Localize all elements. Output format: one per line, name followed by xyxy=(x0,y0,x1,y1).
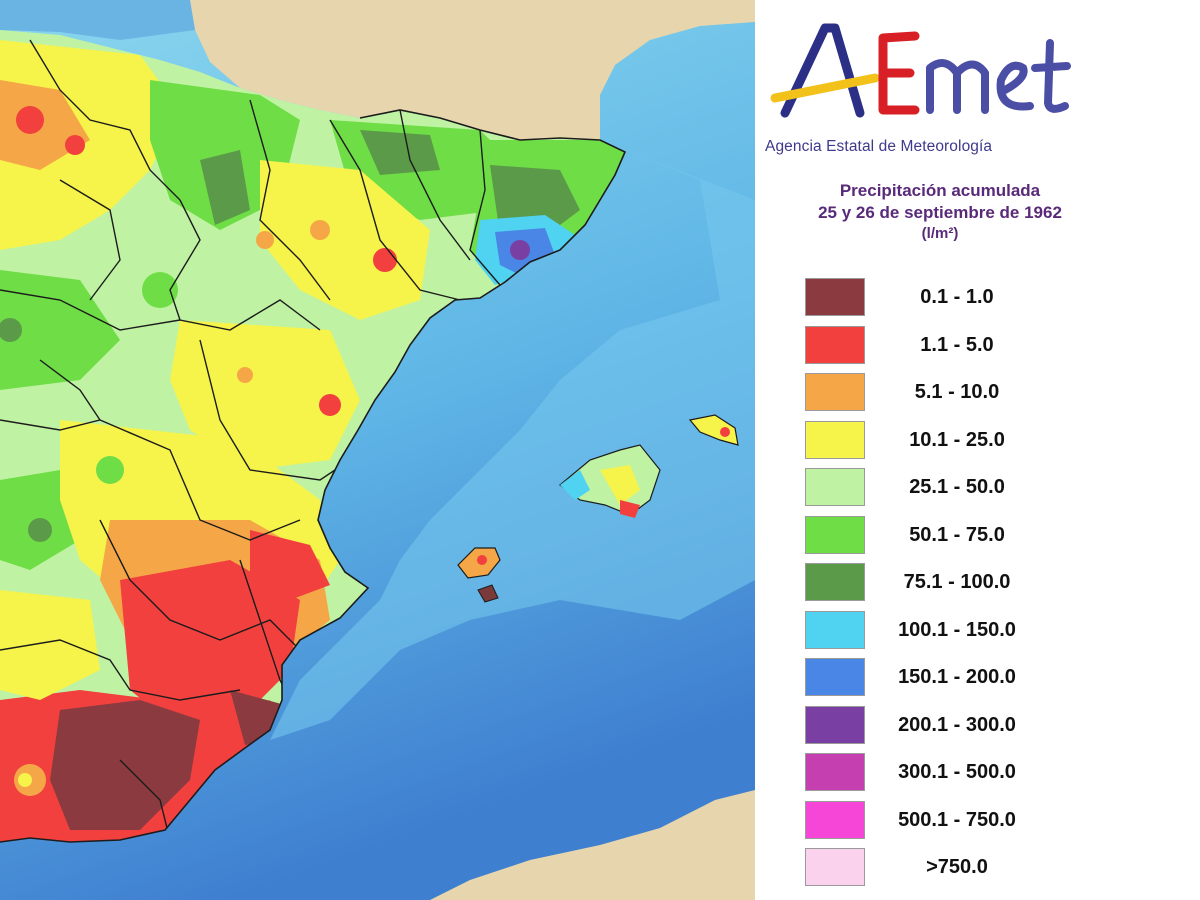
agency-name: Agencia Estatal de Meteorología xyxy=(765,138,993,155)
legend-item: 200.1 - 300.0 xyxy=(805,705,1125,746)
legend-swatch xyxy=(805,800,865,839)
legend-swatch xyxy=(805,705,865,744)
legend-label: 10.1 - 25.0 xyxy=(909,428,1005,451)
legend-swatch xyxy=(805,325,865,364)
legend-item: 500.1 - 750.0 xyxy=(805,800,1125,841)
legend-swatch xyxy=(805,848,865,886)
atlantic xyxy=(0,0,195,40)
legend-swatch xyxy=(805,515,865,554)
africa-landmass xyxy=(430,790,755,900)
france-landmass xyxy=(190,0,755,140)
legend-item: 300.1 - 500.0 xyxy=(805,753,1125,793)
title-units: (l/m²) xyxy=(921,225,959,242)
legend-label: >750.0 xyxy=(926,856,988,878)
legend-item: 5.1 - 10.0 xyxy=(805,373,1125,413)
formentera xyxy=(477,584,499,603)
legend-label: 200.1 - 300.0 xyxy=(898,713,1016,736)
ibiza xyxy=(457,547,501,579)
legend-swatch xyxy=(805,610,865,649)
legend-item: >750.0 xyxy=(805,848,1125,888)
map-title: Precipitación acumulada 25 y 26 de septi… xyxy=(755,180,1125,244)
legend-item: 75.1 - 100.0 xyxy=(805,563,1125,603)
coastline xyxy=(0,109,627,843)
legend-swatch xyxy=(805,658,865,696)
legend-label: 100.1 - 150.0 xyxy=(898,618,1016,641)
title-line-1: Precipitación acumulada xyxy=(839,181,1041,200)
legend-item: 50.1 - 75.0 xyxy=(805,515,1125,556)
legend-label: 25.1 - 50.0 xyxy=(909,476,1005,498)
legend-item: 100.1 - 150.0 xyxy=(805,610,1125,651)
legend-panel: Agencia Estatal de Meteorología Precipit… xyxy=(755,0,1200,900)
legend-label: 75.1 - 100.0 xyxy=(903,571,1011,593)
legend-label: 1.1 - 5.0 xyxy=(920,333,994,356)
aemet-logo xyxy=(765,18,1075,128)
legend-item: 10.1 - 25.0 xyxy=(805,420,1125,461)
legend-item: 0.1 - 1.0 xyxy=(805,278,1125,318)
precipitation-map xyxy=(0,0,755,900)
legend-label: 300.1 - 500.0 xyxy=(898,761,1016,783)
legend-item: 25.1 - 50.0 xyxy=(805,468,1125,508)
legend-item: 150.1 - 200.0 xyxy=(805,658,1125,698)
title-line-2: 25 y 26 de septiembre de 1962 xyxy=(818,203,1062,222)
mallorca xyxy=(559,444,661,518)
menorca xyxy=(688,414,739,446)
legend-label: 5.1 - 10.0 xyxy=(914,381,1000,403)
legend-swatch xyxy=(805,468,865,506)
legend-item: 1.1 - 5.0 xyxy=(805,325,1125,366)
legend-label: 50.1 - 75.0 xyxy=(909,523,1005,546)
legend-swatch xyxy=(805,753,865,791)
legend-label: 500.1 - 750.0 xyxy=(898,808,1016,831)
legend-swatch xyxy=(805,278,865,316)
legend-label: 150.1 - 200.0 xyxy=(898,666,1016,688)
coastal-shelf xyxy=(270,140,755,740)
legend-label: 0.1 - 1.0 xyxy=(920,286,994,308)
legend-swatch xyxy=(805,420,865,459)
legend-swatch xyxy=(805,563,865,601)
legend-swatch xyxy=(805,373,865,411)
